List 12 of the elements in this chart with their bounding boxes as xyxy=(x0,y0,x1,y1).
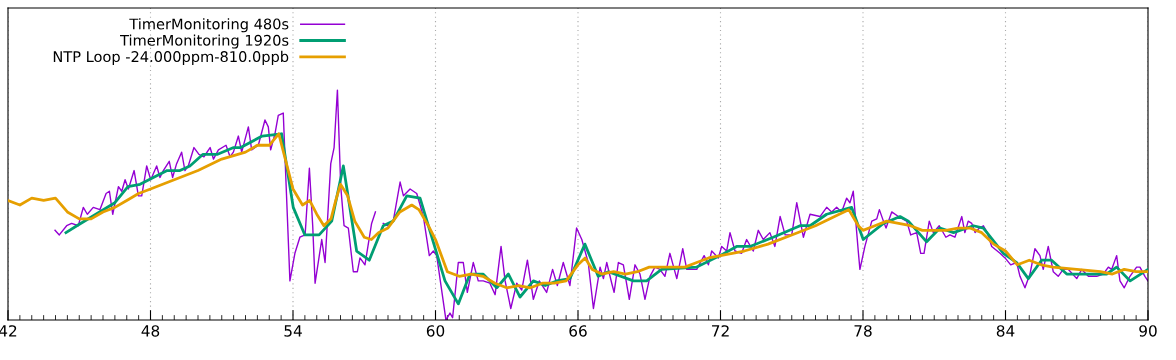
x-tick-label: 84 xyxy=(996,325,1015,337)
x-tick-label: 42 xyxy=(0,325,17,337)
legend-label: NTP Loop -24.000ppm-810.0ppb xyxy=(53,50,289,65)
x-tick-label: 78 xyxy=(854,325,872,337)
x-tick-label: 72 xyxy=(712,325,729,337)
x-tick-label: 48 xyxy=(141,325,160,337)
x-tick-label: 54 xyxy=(284,325,302,337)
x-tick-label: 90 xyxy=(1139,325,1157,337)
legend-label: TimerMonitoring 480s xyxy=(129,18,289,33)
x-tick-label: 60 xyxy=(426,325,445,337)
legend-label: TimerMonitoring 1920s xyxy=(120,34,289,49)
x-tick-label: 66 xyxy=(569,325,587,337)
